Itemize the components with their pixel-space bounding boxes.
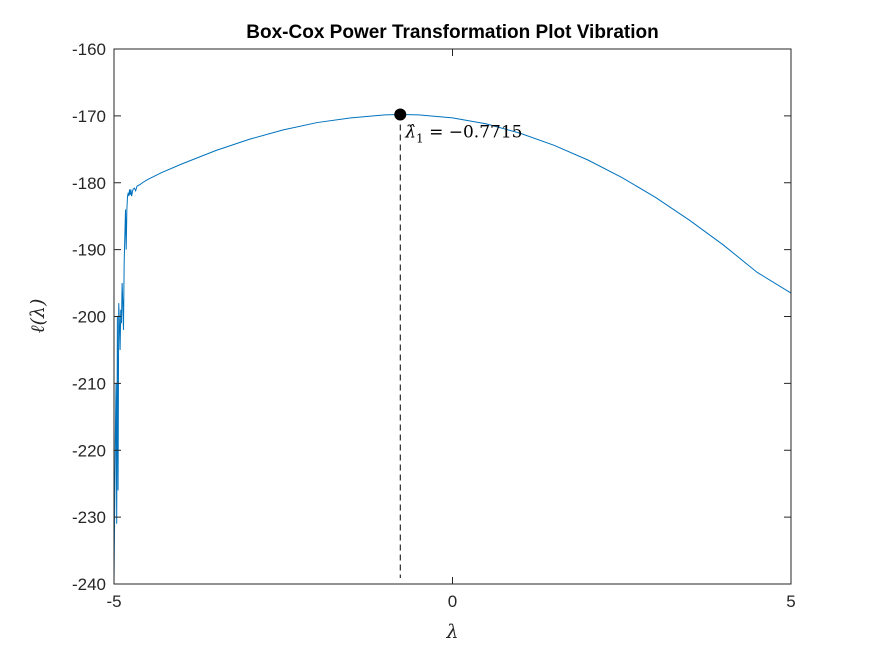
optimum-marker [394,108,407,121]
optimum-lambda-hat: λ̂ [404,123,416,143]
y-tick-label: -240 [72,575,106,594]
y-tick-label: -160 [72,40,106,59]
x-axis-label: λ [445,621,458,643]
x-tick-label: 5 [786,592,795,611]
ticks-layer: -5 0 5 -240 -230 -220 -210 -200 -190 -180 -170 -160 [72,40,796,611]
axes-background [114,49,791,584]
y-tick-label: -190 [72,241,106,260]
y-tick-label: -210 [72,374,106,393]
y-tick-label: -180 [72,174,106,193]
chart-title: Box-Cox Power Transformation Plot Vibrat… [246,22,658,43]
optimum-annotation: λ̂1 = −0.7715 [404,123,522,146]
x-tick-label: -5 [106,592,121,611]
y-axis-label: ℓ(λ) [27,299,49,334]
x-tick-label: 0 [448,592,457,611]
y-tick-label: -220 [72,441,106,460]
y-tick-label: -200 [72,308,106,327]
y-tick-label: -170 [72,107,106,126]
optimum-value-text: = −0.7715 [424,123,523,143]
optimum-subscript: 1 [416,132,424,146]
axes-box [113,48,792,585]
y-tick-label: -230 [72,508,106,527]
